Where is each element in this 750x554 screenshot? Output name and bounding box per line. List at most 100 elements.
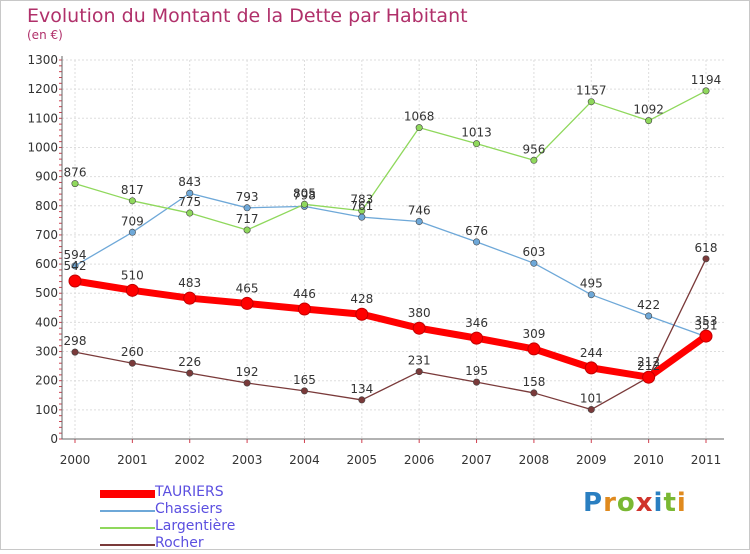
y-tick-label: 900 <box>35 170 58 184</box>
data-point <box>128 359 136 367</box>
data-point <box>128 228 136 236</box>
legend-swatch <box>100 527 155 529</box>
data-label: 542 <box>64 259 87 273</box>
data-label: 594 <box>64 248 87 262</box>
data-label: 483 <box>178 276 201 290</box>
data-point <box>128 197 136 205</box>
x-tick-label: 2009 <box>576 453 607 467</box>
data-point <box>702 87 710 95</box>
data-label: 618 <box>695 241 718 255</box>
data-label: 1013 <box>461 126 492 140</box>
data-label: 1157 <box>576 84 607 98</box>
data-label: 134 <box>350 382 373 396</box>
chart-title: Evolution du Montant de la Dette par Hab… <box>27 5 468 27</box>
logo-letter: o <box>616 488 636 518</box>
chart-subtitle: (en €) <box>27 28 63 42</box>
data-label: 346 <box>465 316 488 330</box>
x-tick-label: 2003 <box>232 453 263 467</box>
data-point <box>297 302 311 316</box>
data-point <box>243 226 251 234</box>
data-label: 775 <box>178 195 201 209</box>
data-point <box>243 379 251 387</box>
data-label: 231 <box>408 354 431 368</box>
data-label: 793 <box>236 190 259 204</box>
x-tick-label: 2010 <box>633 453 664 467</box>
data-point <box>587 98 595 106</box>
data-point <box>186 369 194 377</box>
line-chart: 0 100 200 300 400 500 600 700 800 900 1000 1100 1200… <box>27 53 724 467</box>
y-tick-label: 0 <box>50 432 58 446</box>
x-tick-label: 2000 <box>60 453 91 467</box>
data-point <box>71 348 79 356</box>
data-label: 956 <box>522 142 545 156</box>
data-point <box>358 213 366 221</box>
logo-letter: x <box>635 488 654 518</box>
y-tick-label: 300 <box>35 345 58 359</box>
y-tick-label: 800 <box>35 199 58 213</box>
data-label: 353 <box>695 314 718 328</box>
legend-label: Rocher <box>155 535 204 551</box>
data-point <box>71 262 79 270</box>
data-label: 380 <box>408 306 431 320</box>
data-label: 298 <box>64 334 87 348</box>
data-label: 165 <box>293 373 316 387</box>
data-label: 798 <box>293 188 316 202</box>
x-tick-label: 2002 <box>174 453 205 467</box>
logo-letter: r <box>603 488 617 518</box>
data-label: 351 <box>695 319 718 333</box>
data-label: 805 <box>293 186 316 200</box>
data-point <box>68 274 82 288</box>
data-point <box>358 207 366 215</box>
data-point <box>530 389 538 397</box>
data-label: 195 <box>465 364 488 378</box>
data-label: 746 <box>408 204 431 218</box>
data-point <box>702 255 710 263</box>
data-point <box>300 200 308 208</box>
data-point <box>186 189 194 197</box>
data-point <box>415 124 423 132</box>
data-label: 309 <box>522 327 545 341</box>
data-label: 192 <box>236 365 259 379</box>
y-tick-label: 200 <box>35 374 58 388</box>
data-point <box>71 180 79 188</box>
logo-letter: i <box>676 488 687 518</box>
y-tick-label: 1200 <box>27 82 58 96</box>
data-label: 446 <box>293 287 316 301</box>
data-point <box>415 368 423 376</box>
legend-label: TAURIERS <box>155 484 224 500</box>
data-label: 843 <box>178 175 201 189</box>
legend-swatch <box>100 490 155 498</box>
data-label: 1092 <box>633 103 664 117</box>
data-point <box>473 140 481 148</box>
data-point <box>527 342 541 356</box>
data-label: 465 <box>236 281 259 295</box>
data-point <box>642 370 656 384</box>
legend-swatch <box>100 510 155 512</box>
data-label: 1068 <box>404 110 435 124</box>
data-label: 422 <box>637 298 660 312</box>
y-tick-label: 1100 <box>27 111 58 125</box>
data-point <box>587 406 595 414</box>
data-point <box>243 204 251 212</box>
x-tick-label: 2004 <box>289 453 320 467</box>
data-point <box>125 283 139 297</box>
data-label: 761 <box>350 199 373 213</box>
data-label: 158 <box>522 375 545 389</box>
data-point <box>587 291 595 299</box>
proxiti-logo: Proxiti <box>583 488 687 518</box>
logo-letter: P <box>583 488 604 518</box>
data-label: 212 <box>637 359 660 373</box>
x-tick-label: 2006 <box>404 453 435 467</box>
data-label: 428 <box>350 292 373 306</box>
series-line <box>71 277 710 381</box>
data-point <box>473 238 481 246</box>
x-tick-label: 2007 <box>461 453 492 467</box>
y-tick-label: 100 <box>35 403 58 417</box>
data-point <box>645 117 653 125</box>
data-label: 876 <box>64 166 87 180</box>
y-tick-label: 500 <box>35 286 58 300</box>
legend-swatch <box>100 544 155 546</box>
data-label: 603 <box>522 245 545 259</box>
plot-area <box>62 60 724 439</box>
y-tick-label: 600 <box>35 257 58 271</box>
